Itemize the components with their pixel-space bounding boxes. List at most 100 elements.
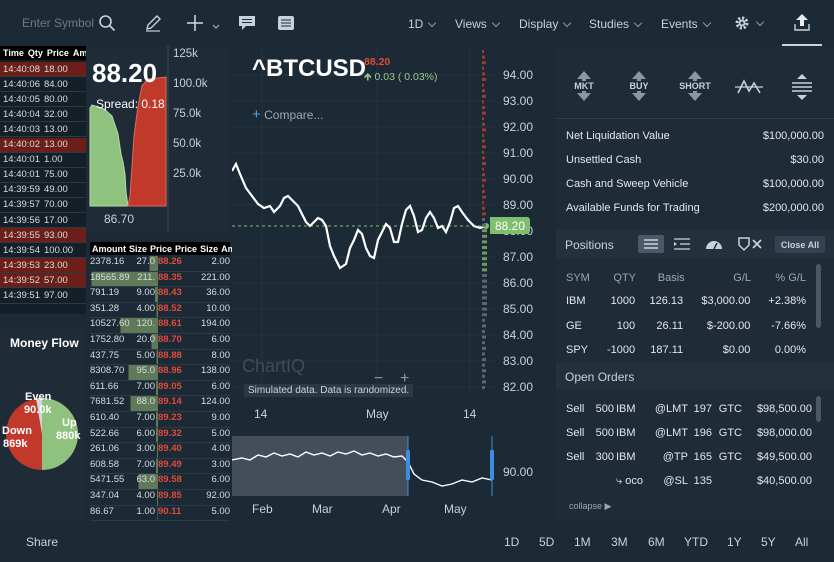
settings-menu[interactable]: [733, 14, 765, 32]
zoom-out-button[interactable]: −: [374, 370, 384, 387]
tas-time: 14:40:02: [3, 139, 40, 150]
open-order-row[interactable]: ⤷ oco @SL 135 $40,500.00: [566, 475, 826, 488]
ask-price: 89.85: [158, 490, 182, 501]
interval-menu[interactable]: 1D: [408, 17, 437, 31]
open-order-row[interactable]: Sell 300 IBM @TP 165 GTC $49,500.00: [566, 451, 826, 463]
order-book-row: 86.67 1.00 90.11 5.00: [90, 505, 230, 522]
range-button-5y[interactable]: 5Y: [761, 535, 776, 549]
bid-side: 7681.52 88.0: [90, 396, 158, 411]
market-order-button[interactable]: MKT: [564, 66, 604, 106]
bid-side: 437.75 5.00: [90, 349, 158, 365]
position-row[interactable]: SPY -1000 187.11 $0.00 0.00%: [566, 344, 806, 356]
arrow-up-icon: [577, 71, 591, 81]
chart-last-price: 88.20: [364, 56, 391, 68]
bracket-order-icon[interactable]: [790, 74, 814, 100]
compare-button[interactable]: + Compare...: [252, 106, 323, 123]
tas-qty: 75.00: [44, 169, 68, 181]
order-sym: IBM: [616, 451, 636, 463]
tas-time: 14:39:52: [3, 274, 40, 286]
views-menu[interactable]: Views: [455, 17, 501, 31]
chart-symbol[interactable]: ^BTCUSD: [252, 55, 367, 82]
close-all-button[interactable]: Close All: [775, 236, 825, 253]
news-list-icon[interactable]: [277, 15, 295, 31]
studies-menu[interactable]: Studies: [589, 17, 643, 31]
range-button-1m[interactable]: 1M: [574, 535, 591, 549]
nav-x-tick: May: [444, 502, 467, 516]
depth-tick: 125k: [173, 48, 198, 60]
col-bid-amount: Amount: [92, 243, 126, 254]
open-orders-title[interactable]: Open Orders: [565, 370, 635, 384]
ask-size: 6.00: [211, 380, 231, 392]
depth-axis-bar: [482, 89, 485, 93]
positions-title[interactable]: Positions: [565, 238, 614, 252]
open-order-row[interactable]: Sell 500 IBM @LMT 196 GTC $98,000.00: [566, 427, 826, 439]
depth-axis-bar: [482, 72, 485, 76]
range-button-1d[interactable]: 1D: [504, 535, 520, 549]
tas-qty: 93.00: [44, 229, 68, 241]
list-view-icon[interactable]: [638, 235, 664, 253]
range-button-1y[interactable]: 1Y: [727, 535, 742, 549]
col-bid-price: Price: [150, 243, 173, 254]
depth-axis-bar: [482, 173, 485, 177]
ask-side: 88.26 2.00: [158, 256, 230, 271]
zoom-in-button[interactable]: +: [400, 370, 410, 387]
short-button[interactable]: SHORT: [675, 66, 715, 106]
tas-row: 14:39:57 70.00: [0, 197, 86, 213]
pie-down-label: Down: [2, 425, 32, 437]
tas-row: 14:40:01 75.00: [0, 167, 86, 183]
ask-side: 89.32 5.00: [158, 428, 230, 443]
ask-size: 5.00: [211, 427, 231, 439]
open-order-row[interactable]: Sell 500 IBM @LMT 197 GTC $98,500.00: [566, 403, 826, 415]
chevron-down-icon: [633, 18, 643, 27]
positions-scrollbar[interactable]: [816, 264, 821, 328]
bid-amount: 10527.60: [90, 318, 130, 330]
x-tick: 14: [254, 407, 268, 421]
range-button-ytd[interactable]: YTD: [684, 535, 708, 549]
gauge-icon[interactable]: [705, 236, 723, 252]
position-row[interactable]: IBM 1000 126.13 $3,000.00 +2.38%: [566, 295, 806, 307]
depth-axis-bar: [482, 251, 487, 255]
bid-size: 27.0: [136, 256, 156, 267]
ask-price: 88.61: [158, 318, 182, 330]
trade-panel-toggle[interactable]: [782, 0, 822, 46]
range-button-all[interactable]: All: [795, 535, 809, 549]
depth-axis-bar: [482, 335, 486, 339]
nav-y-tick: 90.00: [503, 465, 534, 479]
range-button-3m[interactable]: 3M: [611, 535, 628, 549]
ask-price: 88.70: [158, 334, 182, 345]
order-line-icon[interactable]: [735, 75, 763, 99]
tas-time: 14:40:04: [3, 108, 40, 120]
tas-qty: 1.00: [44, 154, 63, 166]
mkt-label: MKT: [574, 81, 594, 91]
display-menu[interactable]: Display: [519, 17, 572, 31]
add-drawing-button[interactable]: [186, 12, 222, 36]
bid-size: 4.00: [136, 302, 156, 314]
comments-icon[interactable]: [238, 15, 256, 31]
order-book-row: 261.06 3.00 89.40 4.00: [90, 443, 230, 459]
tas-row: 14:40:02 13.00: [0, 137, 86, 153]
symbol-search-input[interactable]: Enter Symbol: [22, 16, 95, 30]
ask-side: 90.11 5.00: [158, 506, 230, 521]
share-button[interactable]: Share: [26, 535, 59, 549]
depth-tick: 25.0k: [173, 168, 202, 180]
depth-axis-bar: [482, 167, 484, 171]
position-row[interactable]: GE 100 26.11 $-200.00 -7.66%: [566, 320, 806, 332]
tas-time: 14:40:08: [3, 63, 40, 75]
draw-pencil-icon[interactable]: [143, 13, 163, 33]
indent-list-icon[interactable]: [673, 237, 691, 251]
open-orders-scrollbar[interactable]: [816, 396, 821, 422]
depth-axis-bar: [482, 94, 486, 98]
range-button-6m[interactable]: 6M: [648, 535, 665, 549]
ask-side: 89.40 4.00: [158, 443, 230, 458]
simulated-data-note: Simulated data. Data is randomized.: [244, 384, 414, 397]
cancel-orders-icon[interactable]: [737, 236, 763, 252]
top-toolbar: [0, 0, 834, 46]
buy-button[interactable]: BUY: [619, 66, 659, 106]
account-label: Cash and Sweep Vehicle: [566, 178, 689, 190]
range-button-5d[interactable]: 5D: [539, 535, 555, 549]
events-menu[interactable]: Events: [661, 17, 711, 31]
depth-axis-bar: [482, 150, 484, 154]
search-icon[interactable]: [98, 14, 116, 32]
studies-label: Studies: [589, 17, 630, 31]
collapse-button[interactable]: collapse ▶: [569, 501, 611, 512]
